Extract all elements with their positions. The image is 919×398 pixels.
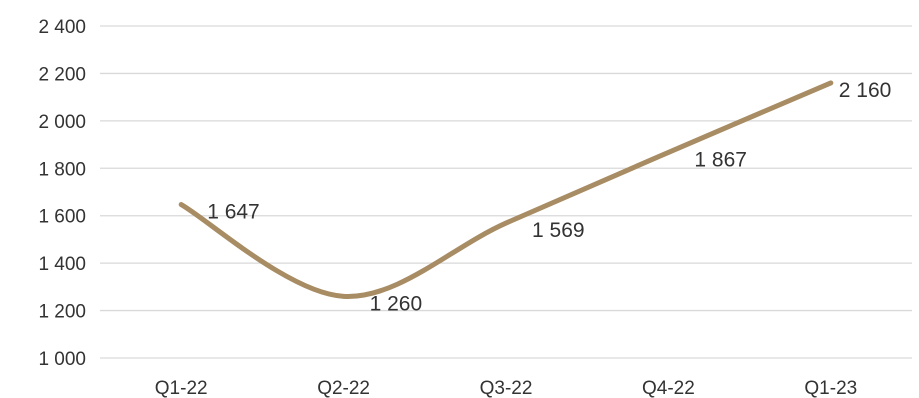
x-tick-label: Q2-22 [317,378,370,398]
y-tick-label: 2 400 [38,17,86,38]
series-layer [178,80,834,299]
x-tick-label: Q3-22 [480,378,533,398]
y-tick-label: 1 400 [38,254,86,275]
data-label: 1 260 [370,292,423,315]
y-tick-label: 2 000 [38,112,86,133]
data-labels: 1 647 1 260 1 569 1 867 2 160 [207,79,891,315]
y-tick-label: 1 600 [38,207,86,228]
data-label: 1 647 [207,201,260,224]
y-tick-label: 1 200 [38,302,86,323]
x-tick-label: Q1-22 [155,378,208,398]
y-tick-label: 1 000 [38,349,86,370]
data-label: 1 867 [694,148,747,171]
x-tick-label: Q1-23 [804,378,857,398]
x-tick-label: Q4-22 [642,378,695,398]
data-label: 1 569 [532,219,585,242]
data-label: 2 160 [839,79,892,102]
y-axis-tick-labels: 1 000 1 200 1 400 1 600 1 800 2 000 2 200 2 400 [38,17,86,370]
series-line [178,80,834,299]
y-tick-label: 1 800 [38,159,86,180]
gridlines [100,25,912,359]
y-tick-label: 2 200 [38,64,86,85]
x-axis-tick-labels: Q1-22 Q2-22 Q3-22 Q4-22 Q1-23 [155,378,857,398]
